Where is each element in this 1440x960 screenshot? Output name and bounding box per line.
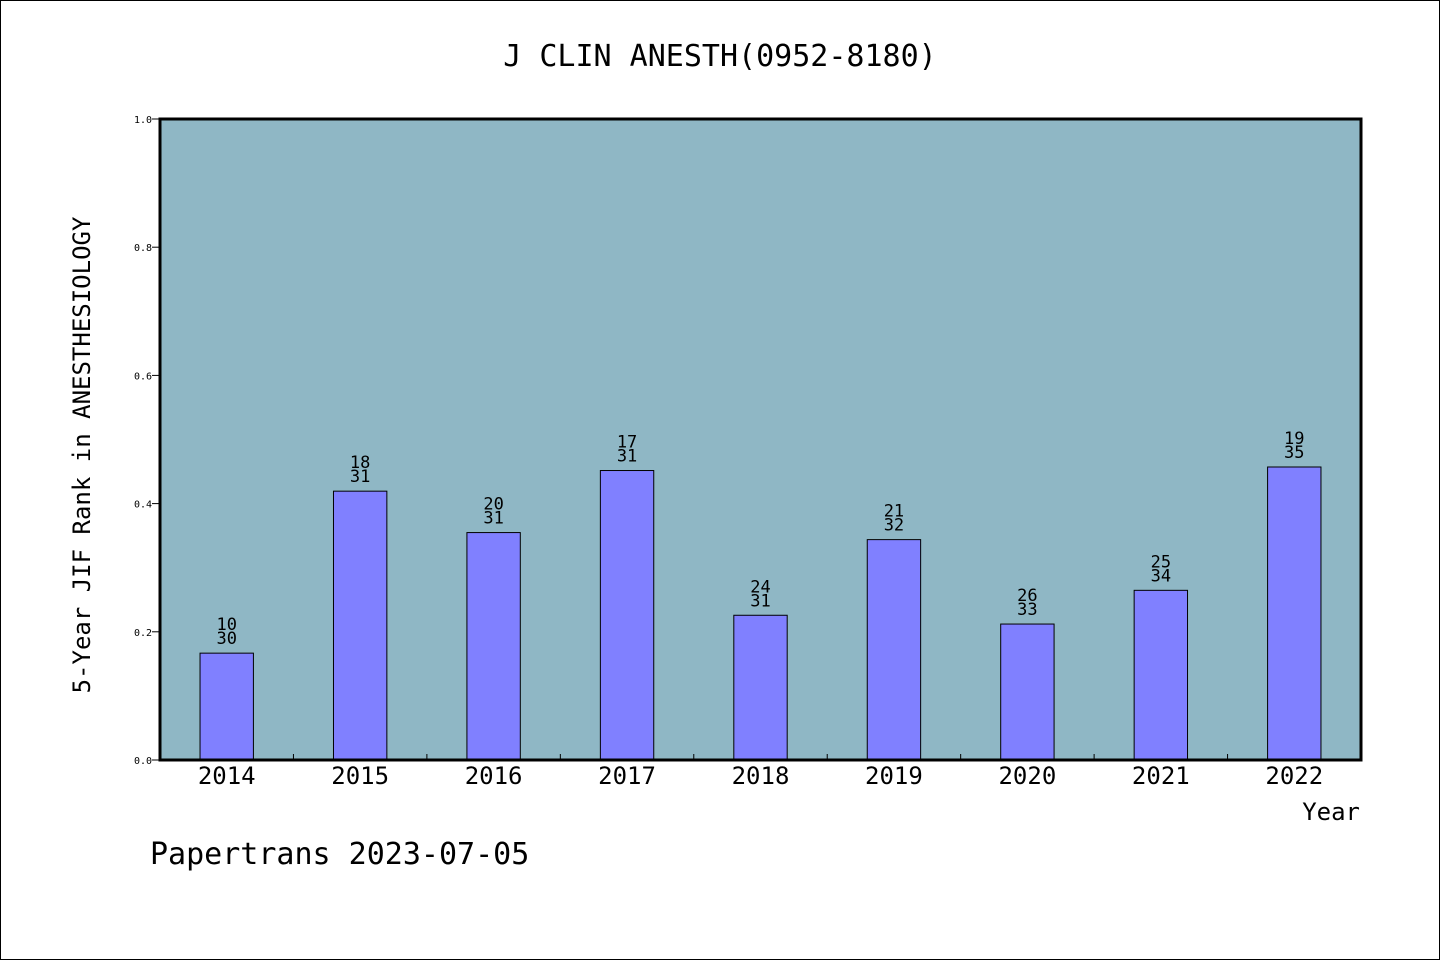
x-tick-label: 2019 bbox=[865, 762, 923, 790]
bar-total-label: 30 bbox=[216, 629, 236, 649]
y-tick-label: 0.2 bbox=[134, 628, 152, 639]
bar-rank-label: 25 bbox=[1151, 552, 1171, 572]
x-tick-label: 2021 bbox=[1132, 762, 1190, 790]
bar-rank-label: 26 bbox=[1017, 586, 1037, 606]
chart-title: J CLIN ANESTH(0952-8180) bbox=[503, 39, 936, 74]
bar-rank-label: 10 bbox=[216, 615, 236, 635]
bar-total-label: 33 bbox=[1017, 600, 1037, 620]
bar-rank-label: 19 bbox=[1284, 429, 1304, 449]
bar-total-label: 35 bbox=[1284, 443, 1304, 463]
y-tick-label: 0.4 bbox=[134, 500, 152, 511]
bar-total-label: 32 bbox=[884, 516, 904, 536]
bar-2014 bbox=[199, 652, 254, 761]
x-tick-label: 2015 bbox=[331, 762, 389, 790]
bar-total-label: 34 bbox=[1151, 566, 1171, 586]
y-tick-label: 0.6 bbox=[134, 371, 152, 382]
bar-total-label: 31 bbox=[350, 467, 370, 487]
bar-2021 bbox=[1133, 589, 1189, 761]
bar-2018 bbox=[733, 614, 788, 761]
bar-total-label: 31 bbox=[750, 591, 770, 611]
bar-2016 bbox=[466, 532, 521, 761]
plot-frame bbox=[158, 117, 1363, 762]
bar-2015 bbox=[332, 490, 388, 761]
x-tick-label: 2017 bbox=[598, 762, 656, 790]
y-tick-label: 0.8 bbox=[134, 243, 152, 254]
bar-rank-label: 17 bbox=[617, 433, 637, 453]
y-axis-label: 5-Year JIF Rank in ANESTHESIOLOGY bbox=[68, 216, 96, 693]
bar-2020 bbox=[1000, 623, 1055, 761]
bar-rank-label: 24 bbox=[750, 577, 770, 597]
x-axis-label: Year bbox=[1302, 798, 1360, 826]
bar-2019 bbox=[866, 539, 922, 761]
x-tick-label: 2020 bbox=[998, 762, 1056, 790]
x-tick-label: 2022 bbox=[1265, 762, 1323, 790]
bar-total-label: 31 bbox=[483, 509, 503, 529]
bars bbox=[199, 466, 1322, 761]
bar-total-label: 31 bbox=[617, 447, 637, 467]
x-tick-label: 2014 bbox=[198, 762, 256, 790]
y-tick-label: 0.0 bbox=[134, 756, 152, 767]
x-tick-label: 2016 bbox=[465, 762, 523, 790]
bar-rank-label: 21 bbox=[884, 502, 904, 522]
x-tick-label: 2018 bbox=[732, 762, 790, 790]
y-tick-label: 1.0 bbox=[134, 115, 152, 126]
labels: 0.00.20.40.60.81.01030201418312015203120… bbox=[134, 115, 1323, 790]
bar-rank-label: 18 bbox=[350, 453, 370, 473]
footer-credit: Papertrans 2023-07-05 bbox=[150, 837, 529, 872]
bar-rank-label: 20 bbox=[483, 495, 503, 515]
bar-2022 bbox=[1267, 466, 1322, 761]
bar-2017 bbox=[599, 470, 655, 761]
